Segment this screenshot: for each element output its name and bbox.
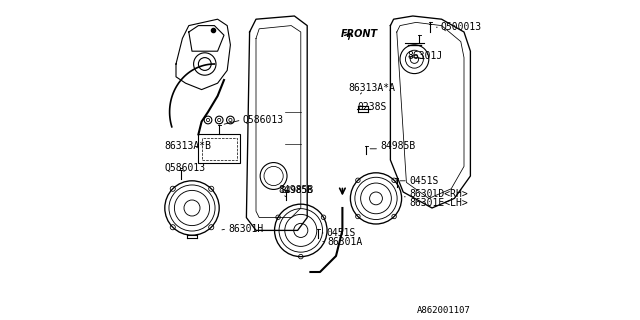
Text: 86301A: 86301A [327, 236, 362, 247]
Text: 86313A*A: 86313A*A [348, 83, 395, 93]
Text: A862001107: A862001107 [417, 306, 470, 315]
Text: 0238S: 0238S [358, 102, 387, 112]
Text: 0451S: 0451S [326, 228, 356, 238]
Text: 86313A*B: 86313A*B [165, 140, 212, 151]
Text: 84985B: 84985B [280, 186, 312, 195]
Text: 8630lD<RH>: 8630lD<RH> [409, 188, 468, 199]
Text: Q586013: Q586013 [243, 115, 284, 125]
FancyBboxPatch shape [202, 138, 237, 160]
Text: 86301J: 86301J [407, 51, 442, 61]
Text: Q586013: Q586013 [165, 163, 206, 173]
Text: 0451S: 0451S [409, 176, 438, 186]
FancyBboxPatch shape [198, 134, 240, 163]
Text: 84985B: 84985B [380, 140, 415, 151]
Text: 84985B: 84985B [278, 185, 314, 196]
Text: 86301E<LH>: 86301E<LH> [409, 198, 468, 208]
Text: FRONT: FRONT [340, 29, 378, 39]
Text: 86301H: 86301H [228, 224, 264, 234]
Text: Q500013: Q500013 [441, 22, 482, 32]
